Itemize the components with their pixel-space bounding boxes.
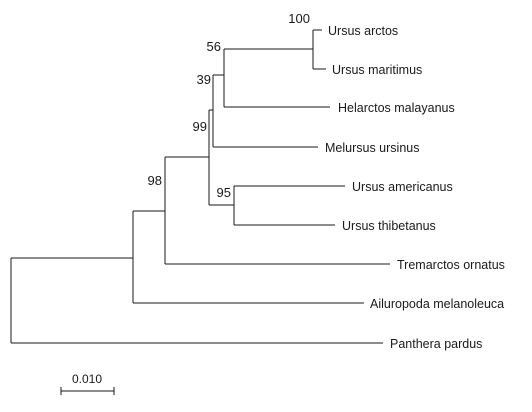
taxon-tremarctos-ornatus: Tremarctos ornatus <box>397 258 505 272</box>
taxon-ursus-arctos: Ursus arctos <box>328 24 398 38</box>
taxon-ailuropoda-melanoleuca: Ailuropoda melanoleuca <box>370 297 504 311</box>
taxon-ursus-thibetanus: Ursus thibetanus <box>342 219 436 233</box>
scale-bar: 0.010 <box>60 372 115 395</box>
bootstrap-ursinae: 99 <box>193 119 207 134</box>
taxon-ursus-americanus: Ursus americanus <box>352 180 453 194</box>
taxon-ursus-maritimus: Ursus maritimus <box>332 63 422 77</box>
bootstrap-americanus-thibetanus: 95 <box>217 185 231 200</box>
bootstrap-ursidae-tremarctos: 98 <box>148 173 162 188</box>
scale-bar-label: 0.010 <box>72 372 102 386</box>
taxon-melursus-ursinus: Melursus ursinus <box>325 141 419 155</box>
taxon-helarctos-malayanus: Helarctos malayanus <box>338 101 455 115</box>
bootstrap-arctos-maritimus: 100 <box>288 11 310 26</box>
bootstrap-arctos-helarctos: 56 <box>207 39 221 54</box>
bootstrap-arctos-melursus: 39 <box>197 72 211 87</box>
taxon-panthera-pardus: Panthera pardus <box>390 337 482 351</box>
